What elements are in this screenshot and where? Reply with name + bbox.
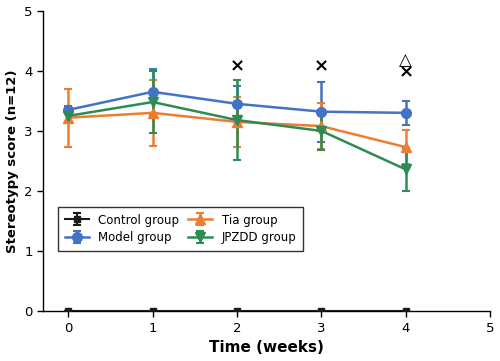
Y-axis label: Stereotypy score (n=12): Stereotypy score (n=12) <box>6 69 18 253</box>
Text: △: △ <box>400 51 412 69</box>
Text: ×: × <box>398 64 413 82</box>
Text: ×: × <box>230 57 244 75</box>
Text: ×: × <box>314 57 329 75</box>
Legend: Control group, Model group, Tia group, JPZDD group: Control group, Model group, Tia group, J… <box>58 206 304 251</box>
X-axis label: Time (weeks): Time (weeks) <box>209 340 324 356</box>
